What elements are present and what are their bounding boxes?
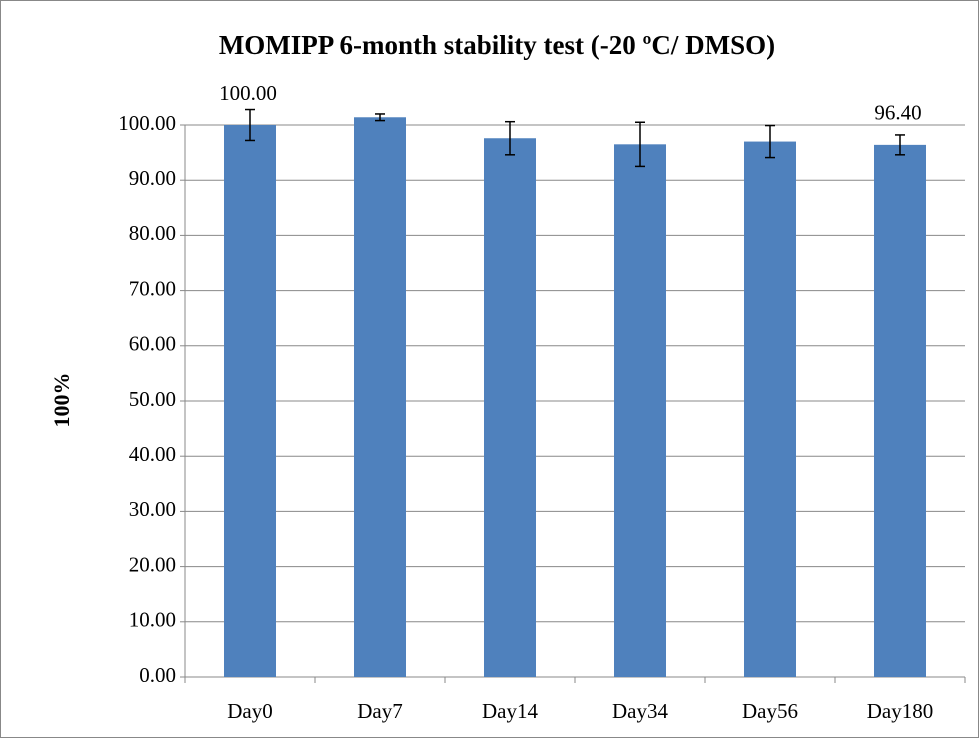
data-label: 96.40 <box>874 101 921 125</box>
error-bar <box>375 113 385 122</box>
y-tick-label: 10.00 <box>129 608 176 632</box>
x-tick-label: Day56 <box>742 699 798 723</box>
x-tick-label: Day0 <box>227 699 273 723</box>
x-tick-label: Day14 <box>482 699 538 723</box>
bar <box>874 144 926 677</box>
y-tick-label: 90.00 <box>129 166 176 190</box>
error-bar <box>635 121 645 168</box>
bar <box>354 117 406 678</box>
y-tick-label: 60.00 <box>129 332 176 356</box>
y-tick-label: 40.00 <box>129 442 176 466</box>
x-tick-label: Day34 <box>612 699 668 723</box>
x-tick-label: Day180 <box>867 699 934 723</box>
error-bar <box>505 120 515 156</box>
y-tick-label: 30.00 <box>129 497 176 521</box>
data-label: 100.00 <box>219 81 277 105</box>
bar <box>484 138 536 678</box>
bar <box>224 125 276 677</box>
y-tick-label: 80.00 <box>129 221 176 245</box>
y-tick-label: 0.00 <box>139 663 176 687</box>
y-axis-label: 100% <box>49 373 74 428</box>
error-bar <box>245 108 255 142</box>
y-tick-label: 20.00 <box>129 552 176 576</box>
y-tick-label: 100.00 <box>118 111 176 135</box>
y-tick-label: 70.00 <box>129 276 176 300</box>
error-bar <box>765 124 775 159</box>
bar <box>744 141 796 677</box>
error-bar <box>895 134 905 156</box>
bar <box>614 144 666 677</box>
x-tick-label: Day7 <box>357 699 403 723</box>
y-tick-label: 50.00 <box>129 387 176 411</box>
chart-title: MOMIPP 6-month stability test (-20 ºC/ D… <box>219 30 775 60</box>
